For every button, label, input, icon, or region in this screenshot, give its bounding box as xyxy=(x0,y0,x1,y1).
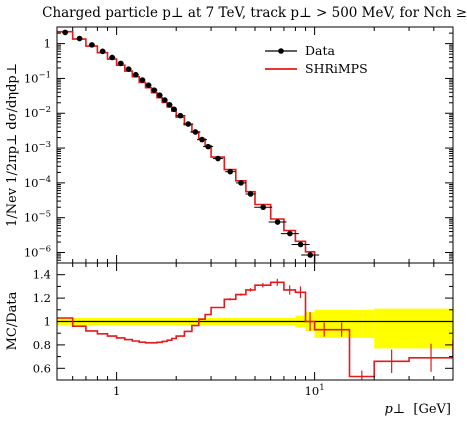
y-tick-label: 10−1 xyxy=(24,70,51,85)
ratio-y-axis-label: MC/Data xyxy=(5,291,20,350)
data-point xyxy=(171,106,177,113)
data-point xyxy=(132,71,139,78)
y-tick-label: 10−2 xyxy=(24,105,51,120)
ratio-y-tick-label: 1.4 xyxy=(33,268,51,282)
legend-entry-shrimps: SHRiMPS xyxy=(305,61,368,76)
data-point xyxy=(145,82,152,88)
band-segment xyxy=(362,309,375,338)
data-point xyxy=(215,155,221,162)
data-point xyxy=(227,168,234,175)
data-point xyxy=(199,136,205,143)
y-tick-label: 10−3 xyxy=(24,140,51,155)
tick-labels: 1 10−1 10−2 10−3 10−4 10−5 10−6 0.6 0.8 1 1.2 1.4 1 1… xyxy=(24,37,325,398)
x-tick-label: 101 xyxy=(305,383,325,398)
shrimps-ratio-histogram xyxy=(57,281,453,378)
data-point xyxy=(287,230,293,237)
top-panel-series xyxy=(57,29,345,277)
data-point xyxy=(166,101,173,108)
band-segment xyxy=(314,309,363,338)
data-point xyxy=(177,112,184,119)
ratio-panel-series xyxy=(57,278,453,380)
legend-entry-data: Data xyxy=(305,43,335,58)
data-point xyxy=(260,204,266,211)
data-point xyxy=(238,180,244,186)
data-point xyxy=(161,97,168,103)
data-point xyxy=(125,66,132,72)
y-tick-label: 10−5 xyxy=(24,210,51,225)
data-point xyxy=(297,241,304,248)
data-point xyxy=(274,219,281,225)
y-tick-label: 10−6 xyxy=(24,245,51,260)
chart-title: Charged particle p⊥ at 7 TeV, track p⊥ >… xyxy=(42,5,467,21)
data-point xyxy=(151,87,158,93)
data-point xyxy=(139,77,146,83)
data-point xyxy=(339,271,345,277)
data-point xyxy=(109,54,115,61)
data-point xyxy=(156,92,163,98)
y-tick-label: 10−4 xyxy=(24,175,51,190)
data-uncertainty-band xyxy=(57,308,453,349)
data-point xyxy=(89,42,95,48)
data-point xyxy=(117,60,124,67)
ratio-y-tick-label: 0.8 xyxy=(33,338,51,352)
data-point xyxy=(99,48,106,55)
x-axis-label: p⊥ xyxy=(384,402,405,417)
data-point xyxy=(307,252,313,258)
y-tick-label: 1 xyxy=(44,37,51,51)
axis-ticks xyxy=(56,26,454,381)
data-point xyxy=(192,129,199,135)
legend-data-marker xyxy=(278,48,284,54)
data-point xyxy=(247,191,254,197)
data-point xyxy=(185,121,192,127)
ratio-y-tick-label: 0.6 xyxy=(33,361,51,375)
ratio-y-tick-label: 1.2 xyxy=(33,291,51,305)
ratio-y-tick-label: 1 xyxy=(44,315,51,329)
x-axis-unit: [GeV] xyxy=(413,402,451,417)
data-point xyxy=(205,143,211,150)
data-point xyxy=(62,29,68,36)
legend: Data SHRiMPS xyxy=(265,43,368,76)
x-tick-label: 1 xyxy=(113,384,120,398)
top-y-axis-label: 1/Nev 1/2πp⊥ dσ/dηdp⊥ xyxy=(5,63,20,227)
band-segment xyxy=(374,308,453,349)
data-point xyxy=(76,35,83,42)
